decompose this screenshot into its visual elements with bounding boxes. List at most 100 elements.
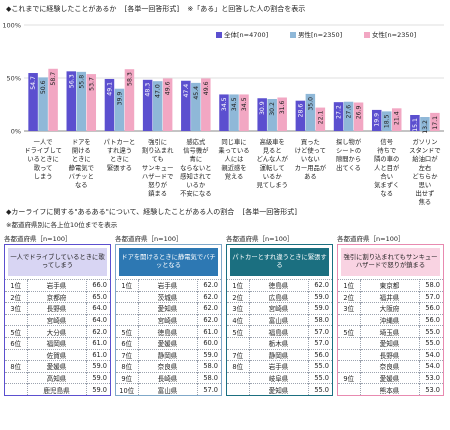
bar: [371, 109, 382, 131]
bar: [219, 94, 229, 131]
value-cell: 55.0: [419, 325, 443, 338]
rank-cell: 5位: [5, 325, 27, 338]
y-tick-label: 100%: [2, 22, 21, 30]
bar-value-label: 15.1: [412, 118, 419, 132]
table-row: 3位 長野県 64.0: [5, 302, 110, 315]
bar: [333, 102, 344, 131]
legend-swatch: [364, 32, 370, 38]
panel-box: ドアを開けるときに静電気でバチッとなる 1位 岩手県 62.0 茨城県 62.0 愛知県 6…: [115, 244, 222, 397]
rank-cell: [338, 313, 360, 326]
category-label: 開ける: [72, 147, 91, 155]
value-cell: 57.0: [308, 325, 332, 338]
table-row: 8位 愛媛県 59.0: [5, 360, 110, 373]
value-cell: 56.0: [419, 302, 443, 315]
rank-cell: [116, 302, 138, 315]
category-label: 乗っている: [218, 147, 249, 155]
chart-title: ◆これまでに経験したことがあるか: [6, 5, 117, 13]
bar-value-label: 31.6: [279, 100, 286, 114]
rank-cell: [116, 290, 138, 303]
bar-value-label: 45.4: [193, 86, 200, 100]
bar: [257, 98, 267, 131]
bar-value-label: 34.5: [221, 97, 228, 111]
table-row: 鹿児島県 59.0: [5, 383, 110, 396]
value-cell: 65.0: [86, 290, 110, 303]
category-label: カー用品が: [295, 163, 327, 172]
bar: [239, 94, 249, 131]
bar: [277, 97, 287, 131]
category-label: 人と目が: [374, 163, 400, 172]
bar-value-label: 28.6: [297, 104, 304, 118]
bar-value-label: 47.4: [183, 84, 190, 98]
rank-cell: [338, 383, 360, 396]
section2-format: [各単一回答形式]: [242, 208, 297, 216]
value-cell: 56.0: [419, 313, 443, 326]
prefecture-cell: 奈良県: [359, 360, 420, 373]
bar: [391, 108, 402, 131]
panel-box: パトカーとすれ違うときに緊張する 1位 徳島県 62.0 2位 広島県 59.0 3位 宮崎県…: [226, 244, 333, 397]
category-label: 信号機が: [183, 146, 209, 155]
bar: [295, 100, 306, 131]
prefecture-cell: 鹿児島県: [26, 383, 87, 396]
bar-value-label: 30.9: [259, 101, 266, 115]
rank-cell: 6位: [116, 336, 138, 350]
legend-label: 全体[n=4700]: [224, 30, 268, 39]
table-row: 8位 岩手県 55.0: [227, 360, 332, 373]
panel-heading: 強引に割り込まれてもサンキューハザードで怒りが鎮まる: [341, 248, 440, 276]
category-label: 思い: [419, 181, 432, 189]
prefecture-cell: 宮崎県: [26, 313, 87, 326]
category-label: すれ違う: [107, 146, 132, 155]
prefecture-cell: 広島県: [248, 290, 309, 303]
ranking-table: 1位 岩手県 66.0 2位 京都府 65.0 3位 長野県 64.0 宮崎県 64.0 5位 大分県 6…: [5, 279, 110, 396]
bar: [152, 81, 163, 131]
prefecture-cell: 福島県: [248, 325, 309, 338]
table-row: 8位 奈良県 58.0: [116, 360, 221, 373]
bar-value-label: 35.0: [307, 97, 314, 111]
category-label: 出てくる: [336, 163, 361, 172]
category-label: 青に: [190, 154, 203, 163]
prefecture-cell: 宮崎県: [248, 302, 309, 315]
rank-cell: 7位: [227, 348, 249, 361]
table-row: 9位 長崎県 58.0: [116, 371, 221, 384]
bar: [86, 74, 97, 131]
prefecture-cell: 熊本県: [359, 383, 420, 396]
value-cell: 58.0: [197, 371, 221, 384]
y-tick-label: 50%: [7, 75, 21, 83]
value-cell: 57.0: [308, 336, 332, 350]
legend-swatch: [290, 32, 296, 38]
category-label: 合い: [380, 171, 393, 180]
prefecture-cell: 沖縄県: [359, 313, 420, 326]
prefecture-cell: 長野県: [26, 302, 87, 315]
value-cell: 59.0: [86, 383, 110, 396]
bar: [38, 77, 48, 131]
value-cell: 62.0: [86, 325, 110, 338]
category-label: ならないと: [180, 164, 211, 172]
prefecture-cell: 大阪府: [359, 302, 420, 315]
category-label: 探し物が: [336, 137, 362, 146]
value-cell: 58.0: [197, 360, 221, 373]
table-row: 宮崎県 64.0: [5, 313, 110, 326]
table-row: 2位 福井県 57.0: [338, 290, 443, 303]
value-cell: 55.0: [308, 371, 332, 384]
value-cell: 61.0: [86, 348, 110, 361]
category-label: ガソリン: [412, 137, 437, 146]
category-label: どちらか: [412, 172, 438, 180]
category-label: 待ちで: [377, 146, 396, 155]
value-cell: 55.0: [308, 360, 332, 373]
category-label: 人には: [225, 155, 244, 163]
prefecture-cell: 岩手県: [248, 360, 309, 373]
ranking-panel-3: 各都道府県［n=100］ パトカーとすれ違うときに緊張する 1位 徳島県 62.0 2…: [226, 233, 333, 397]
rank-cell: 7位: [116, 348, 138, 361]
prefecture-cell: 愛媛県: [26, 360, 87, 373]
value-cell: 56.0: [308, 348, 332, 361]
table-row: 沖縄県 56.0: [338, 313, 443, 326]
prefecture-cell: 大分県: [26, 325, 87, 338]
category-label: けど使って: [295, 146, 326, 155]
rank-cell: 2位: [227, 290, 249, 303]
section2-title-line: ◆カーライフに関する"あるある"について、経験したことがある人の割合 [各単一回…: [6, 207, 303, 217]
table-row: 奈良県 54.0: [338, 360, 443, 373]
bar-value-label: 49.6: [165, 81, 172, 95]
category-label: ハザードで: [142, 172, 173, 180]
bar: [104, 78, 115, 131]
prefecture-cell: 東京都: [359, 279, 420, 292]
category-label: 親近感を: [221, 163, 246, 172]
